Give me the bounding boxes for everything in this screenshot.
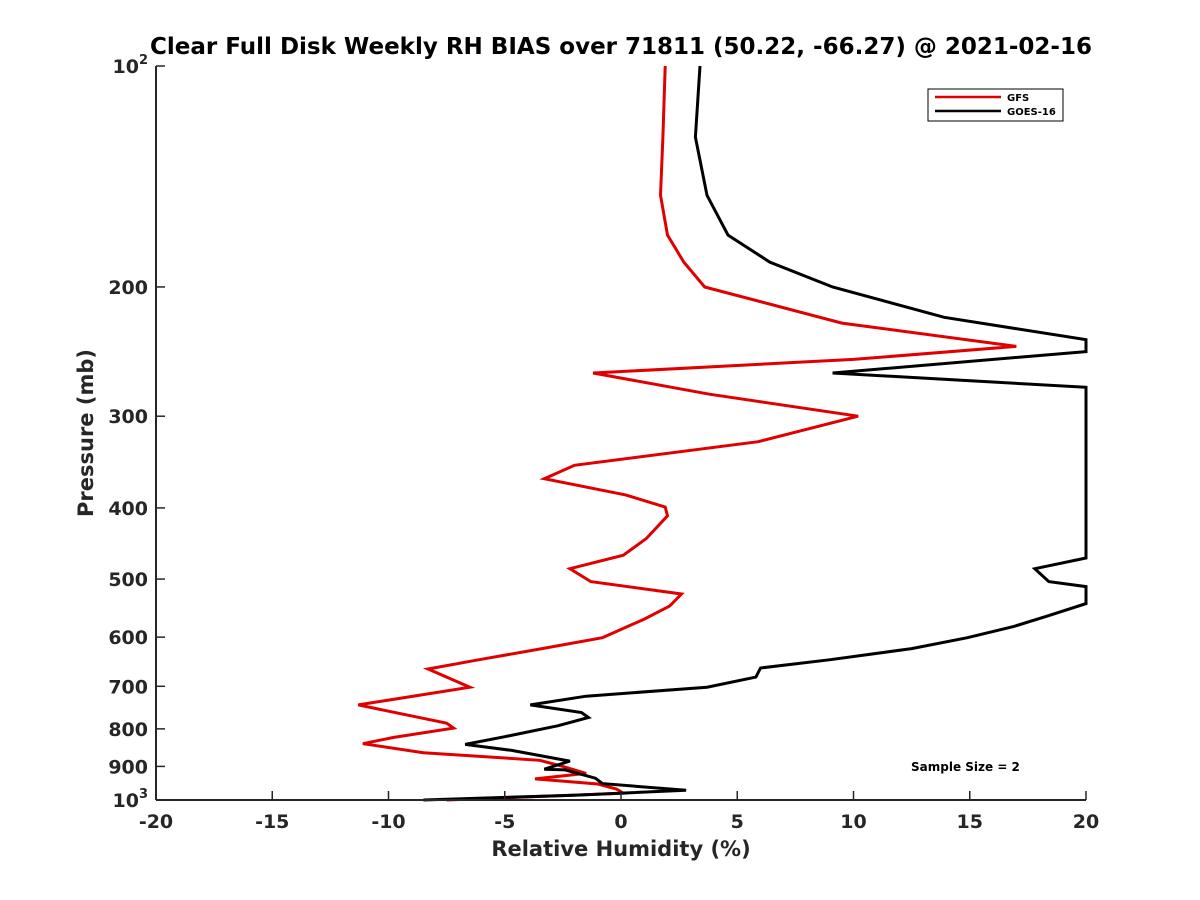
x-tick-label: 15 [957, 811, 983, 833]
x-ticks: -20 -15 -10 -5 0 5 10 15 20 [139, 791, 1099, 833]
y-tick-base: 10 [113, 56, 139, 78]
y-tick-base: 10 [113, 790, 139, 812]
plot-area-frame [156, 66, 1086, 800]
y-axis-label: Pressure (mb) [74, 349, 98, 517]
y-tick-label: 300 [108, 406, 148, 428]
legend-label-goes16: GOES-16 [1007, 107, 1056, 118]
y-tick-label: 102 [113, 53, 149, 78]
y-tick-base: 400 [108, 498, 148, 520]
chart-title: Clear Full Disk Weekly RH BIAS over 7181… [150, 34, 1092, 60]
series-layer [357, 65, 1088, 802]
y-tick-label: 900 [108, 756, 148, 778]
y-tick-label: 400 [108, 498, 148, 520]
x-tick-label: 5 [731, 811, 744, 833]
x-tick-label: -20 [139, 811, 173, 833]
y-tick-base: 600 [108, 627, 148, 649]
x-tick-label: 20 [1073, 811, 1099, 833]
x-axis-label: Relative Humidity (%) [491, 837, 750, 861]
x-tick-label: 0 [614, 811, 627, 833]
y-tick-exponent: 2 [139, 53, 148, 68]
y-tick-label: 700 [108, 676, 148, 698]
x-tick-label: 10 [840, 811, 866, 833]
x-tick-label: -5 [494, 811, 515, 833]
y-tick-base: 200 [108, 277, 148, 299]
x-tick-label: -15 [255, 811, 289, 833]
series-line-goes16 [423, 65, 1088, 802]
y-tick-label: 103 [113, 787, 149, 812]
y-tick-label: 500 [108, 569, 148, 591]
y-tick-base: 500 [108, 569, 148, 591]
y-tick-base: 800 [108, 719, 148, 741]
legend-label-gfs: GFS [1007, 93, 1029, 104]
y-tick-exponent: 3 [139, 787, 148, 802]
y-tick-label: 200 [108, 277, 148, 299]
legend-box [927, 88, 1064, 122]
y-tick-base: 300 [108, 406, 148, 428]
series-line-gfs [357, 65, 1017, 802]
legend: GFS GOES-16 [927, 88, 1064, 122]
x-tick-label: -10 [371, 811, 405, 833]
y-tick-label: 800 [108, 719, 148, 741]
sample-size-annotation: Sample Size = 2 [911, 760, 1020, 774]
y-tick-label: 600 [108, 627, 148, 649]
y-tick-base: 900 [108, 756, 148, 778]
y-tick-base: 700 [108, 676, 148, 698]
